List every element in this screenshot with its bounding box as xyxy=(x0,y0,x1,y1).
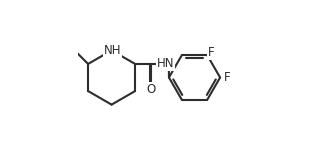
Text: F: F xyxy=(224,71,230,84)
Text: HN: HN xyxy=(157,58,174,70)
Text: O: O xyxy=(146,83,155,96)
Text: F: F xyxy=(208,46,215,59)
Text: NH: NH xyxy=(104,44,121,57)
